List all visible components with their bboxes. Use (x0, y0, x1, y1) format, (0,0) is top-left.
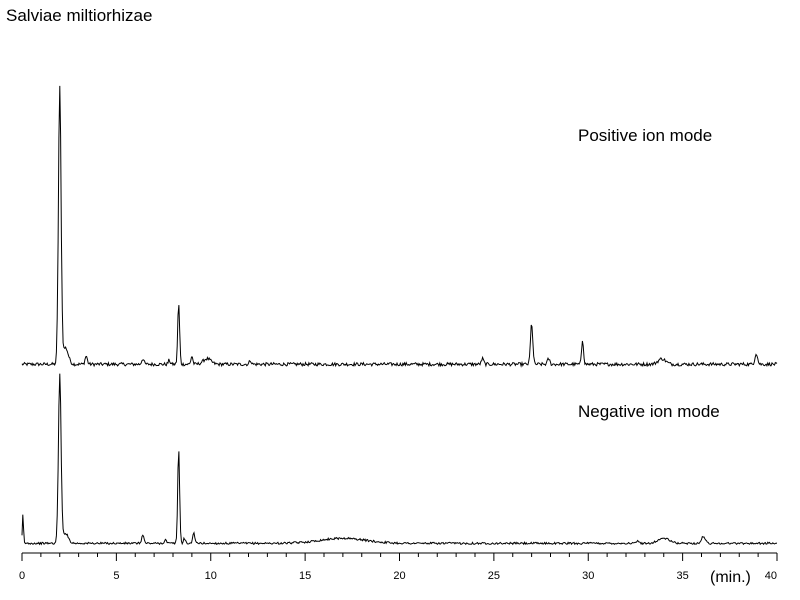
traces (21, 85, 778, 546)
x-tick-label: 40 (765, 570, 777, 582)
x-tick-label: 15 (299, 570, 311, 582)
trace-negative (21, 373, 778, 546)
x-tick-label: 0 (19, 570, 25, 582)
x-ticks: 0 5 10 15 20 25 30 35 40 (19, 553, 778, 582)
series-label-negative: Negative ion mode (578, 402, 720, 421)
x-tick-label: 10 (205, 570, 217, 582)
x-tick-label: 20 (393, 570, 405, 582)
x-axis-unit: (min.) (710, 569, 751, 586)
chart-title: Salviae miltiorhizae (6, 6, 153, 25)
x-tick-label: 35 (677, 570, 689, 582)
x-tick-label: 30 (582, 570, 594, 582)
x-tick-label: 5 (113, 570, 119, 582)
trace-positive (21, 85, 778, 368)
x-tick-label: 25 (488, 570, 500, 582)
series-label-positive: Positive ion mode (578, 126, 712, 145)
